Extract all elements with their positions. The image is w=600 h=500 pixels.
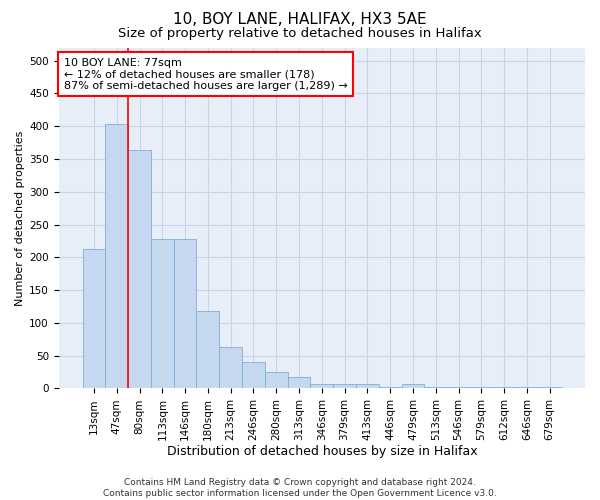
Bar xyxy=(356,384,379,388)
Text: 10 BOY LANE: 77sqm
← 12% of detached houses are smaller (178)
87% of semi-detach: 10 BOY LANE: 77sqm ← 12% of detached hou… xyxy=(64,58,347,91)
X-axis label: Distribution of detached houses by size in Halifax: Distribution of detached houses by size … xyxy=(167,444,477,458)
Bar xyxy=(265,372,287,388)
Bar xyxy=(128,150,151,388)
Bar xyxy=(379,387,401,388)
Y-axis label: Number of detached properties: Number of detached properties xyxy=(15,130,25,306)
Text: Contains HM Land Registry data © Crown copyright and database right 2024.
Contai: Contains HM Land Registry data © Crown c… xyxy=(103,478,497,498)
Bar xyxy=(515,387,538,388)
Bar xyxy=(196,311,219,388)
Bar xyxy=(242,362,265,388)
Bar xyxy=(447,387,470,388)
Bar xyxy=(401,384,424,388)
Bar xyxy=(424,387,447,388)
Bar xyxy=(493,387,515,388)
Bar xyxy=(287,376,310,388)
Bar xyxy=(83,249,106,388)
Bar xyxy=(174,239,196,388)
Bar xyxy=(470,387,493,388)
Bar xyxy=(310,384,333,388)
Text: 10, BOY LANE, HALIFAX, HX3 5AE: 10, BOY LANE, HALIFAX, HX3 5AE xyxy=(173,12,427,28)
Text: Size of property relative to detached houses in Halifax: Size of property relative to detached ho… xyxy=(118,28,482,40)
Bar xyxy=(333,384,356,388)
Bar xyxy=(151,239,174,388)
Bar xyxy=(106,124,128,388)
Bar xyxy=(219,347,242,389)
Bar xyxy=(538,387,561,388)
